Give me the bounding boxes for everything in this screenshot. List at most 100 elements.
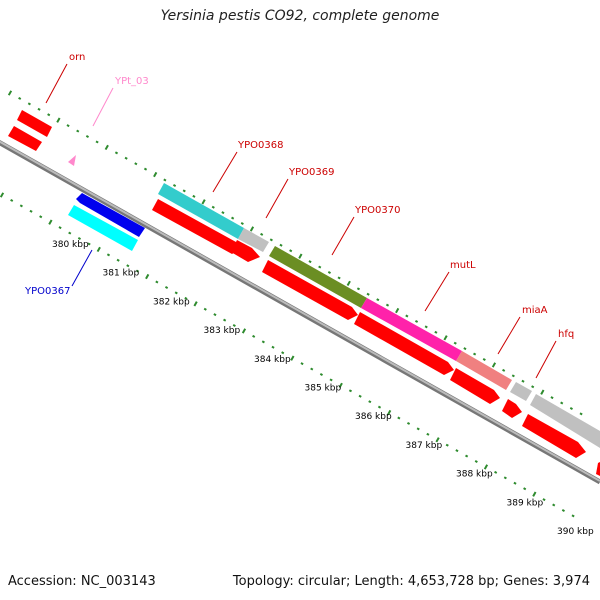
tick-mark: [298, 253, 303, 259]
tick-mark: [241, 328, 247, 334]
feature-downstream-arrow[interactable]: [522, 414, 586, 458]
map-title: Yersinia pestis CO92, complete genome: [160, 8, 440, 24]
gene-label-hfq[interactable]: hfq: [558, 329, 574, 340]
feature-ypo0367-gene[interactable]: [68, 205, 138, 251]
tick-mark: [281, 351, 285, 355]
tick-mark: [338, 382, 343, 389]
feature-ypo0370-gene[interactable]: [269, 246, 367, 308]
tick-mark: [550, 396, 554, 400]
tick-mark: [463, 347, 467, 351]
tick-mark: [531, 385, 535, 389]
scale-labels: 380 kbp 381 kbp 382 kbp 383 kbp 384 kbp 385 k…: [52, 240, 594, 537]
tick-mark: [395, 307, 400, 314]
tick-mark: [310, 367, 314, 371]
tick-mark: [7, 90, 13, 96]
tick-mark: [532, 491, 537, 497]
feature-hfq-spacer[interactable]: [510, 382, 532, 401]
scale-tick-label: 382 kbp: [153, 297, 190, 307]
tick-mark: [502, 368, 506, 372]
gene-label-miaa[interactable]: miaA: [522, 305, 548, 316]
tick-mark: [269, 238, 273, 242]
gene-label-ypo0367[interactable]: YPO0367: [24, 286, 70, 297]
leader-ypt03: [92, 87, 114, 127]
feature-ypt03-marker[interactable]: [68, 155, 76, 166]
tick-mark: [443, 335, 448, 341]
tick-mark: [406, 421, 411, 425]
feature-ypo0368-gene[interactable]: [158, 183, 244, 239]
genome-info-text: Topology: circular; Length: 4,653,728 bp…: [232, 574, 590, 589]
gene-label-ypo0368[interactable]: YPO0368: [237, 140, 283, 151]
tick-mark: [376, 298, 380, 302]
feature-mutl-gene[interactable]: [361, 298, 462, 361]
feature-miaa-arrow[interactable]: [450, 368, 500, 404]
gene-label-mutl[interactable]: mutL: [450, 260, 476, 271]
reverse-strand-features: [8, 126, 600, 476]
feature-ypo0368-spacer[interactable]: [238, 228, 269, 252]
scale-tick-label: 381 kbp: [103, 269, 140, 279]
tick-mark: [77, 237, 82, 240]
tick-mark: [271, 345, 275, 349]
feature-orn-cds[interactable]: [17, 110, 52, 137]
outer-tick-ring: [7, 90, 583, 416]
genome-map: orn YPt_03 YPO0368 YPO0369 YPO0370 mutL …: [0, 52, 600, 537]
tick-mark: [95, 140, 99, 144]
leader-ypo0369: [265, 178, 289, 219]
tick-mark: [279, 243, 283, 247]
tick-mark: [116, 258, 120, 262]
tick-mark: [542, 498, 546, 502]
tick-mark: [397, 416, 401, 420]
tick-mark: [435, 437, 440, 443]
leader-orn: [45, 63, 68, 104]
tick-mark: [10, 198, 14, 202]
feature-miaa-gene[interactable]: [456, 351, 512, 390]
tick-mark: [503, 476, 507, 480]
tick-mark: [87, 242, 91, 246]
tick-mark: [560, 401, 564, 405]
tick-mark: [174, 291, 178, 295]
tick-mark: [221, 211, 225, 215]
gene-label-ypo0370[interactable]: YPO0370: [354, 205, 400, 216]
feature-ypo0369-arrow[interactable]: [231, 240, 260, 262]
feature-edge-arrow[interactable]: [596, 462, 600, 476]
tick-mark: [455, 449, 459, 453]
tick-mark: [337, 276, 341, 280]
tick-mark: [211, 205, 215, 209]
feature-mutl-arrow[interactable]: [354, 312, 454, 375]
gene-label-ypt03[interactable]: YPt_03: [114, 76, 149, 87]
tick-mark: [85, 135, 90, 138]
feature-orn-arrow[interactable]: [8, 126, 42, 151]
feature-ypo0368-arrow[interactable]: [152, 199, 242, 254]
tick-mark: [552, 503, 556, 507]
genome-backbone: [0, 139, 600, 485]
tick-mark: [329, 378, 333, 382]
tick-mark: [366, 292, 370, 296]
tick-mark: [521, 379, 525, 383]
tick-mark: [18, 96, 22, 100]
tick-mark: [356, 287, 361, 291]
scale-tick-label: 383 kbp: [204, 326, 241, 336]
leader-miaa: [497, 316, 521, 355]
tick-mark: [426, 432, 430, 436]
tick-mark: [231, 216, 235, 220]
feature-hfq-region[interactable]: [530, 394, 600, 448]
tick-mark: [145, 273, 150, 280]
tick-mark: [240, 222, 244, 226]
feature-hfq-arrow[interactable]: [502, 399, 522, 418]
tick-mark: [184, 296, 188, 300]
tick-mark: [482, 358, 486, 361]
tick-mark: [318, 265, 322, 269]
tick-mark: [56, 117, 61, 123]
tick-mark: [465, 454, 469, 458]
gene-label-ypo0369[interactable]: YPO0369: [288, 167, 334, 178]
feature-ypo0370-arrow[interactable]: [262, 260, 358, 320]
leader-ypo0370: [331, 216, 355, 256]
tick-mark: [290, 355, 295, 361]
tick-mark: [192, 194, 196, 198]
tick-mark: [134, 162, 138, 166]
feature-ypo0367-arrow[interactable]: [76, 193, 145, 237]
gene-label-orn[interactable]: orn: [69, 52, 85, 63]
accession-text: Accession: NC_003143: [8, 574, 156, 589]
tick-mark: [164, 285, 169, 289]
tick-mark: [114, 151, 119, 155]
tick-mark: [474, 460, 478, 463]
